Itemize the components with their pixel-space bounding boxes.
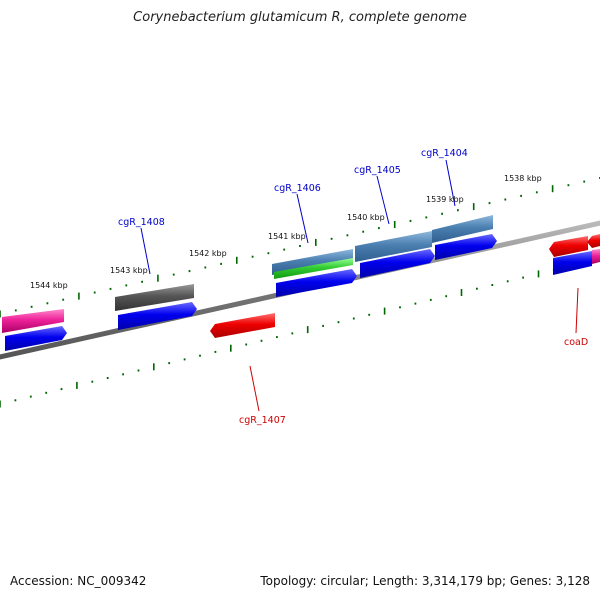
accession-text: Accession: NC_009342 (10, 574, 147, 588)
gene-label-cgR_1404[interactable]: cgR_1404 (421, 148, 468, 159)
cds-green-cgR_1406[interactable] (274, 258, 353, 279)
cds-steel-cgR_1406[interactable] (272, 249, 353, 275)
cds-red-cgR_1407[interactable] (210, 313, 275, 338)
cds-blue-5[interactable] (435, 234, 497, 260)
cds-red-coaD[interactable] (549, 236, 588, 257)
cds-blue-2[interactable] (118, 302, 197, 330)
gene-label-cgR_1407[interactable]: cgR_1407 (239, 415, 286, 426)
leader-coaD (575, 287, 579, 334)
leader-cgR_1408 (140, 227, 151, 275)
leader-cgR_1404 (445, 159, 456, 207)
gene-label-cgR_1405[interactable]: cgR_1405 (354, 165, 401, 176)
gene-label-cgR_1408[interactable]: cgR_1408 (118, 217, 165, 228)
gene-label-coaD[interactable]: coaD (564, 337, 588, 348)
cds-pink-right[interactable] (592, 249, 600, 264)
leader-cgR_1406 (296, 193, 309, 244)
map-title: Corynebacterium glutamicum R, complete g… (133, 10, 467, 25)
kbp-label-1541: 1541 kbp (268, 232, 306, 241)
kbp-label-1539: 1539 kbp (426, 195, 464, 204)
topology-text: Topology: circular; Length: 3,314,179 bp… (260, 574, 590, 588)
kbp-label-1543: 1543 kbp (110, 266, 148, 275)
kbp-label-1542: 1542 kbp (189, 249, 227, 258)
kbp-label-1538: 1538 kbp (504, 174, 542, 183)
cds-steel-cgR_1404[interactable] (432, 215, 493, 243)
gene-label-cgR_1406[interactable]: cgR_1406 (274, 183, 321, 194)
kbp-label-1544: 1544 kbp (30, 281, 68, 290)
cds-red-right[interactable] (587, 234, 600, 248)
cds-gray-cgR_1408[interactable] (115, 284, 194, 311)
cds-steel-cgR_1405[interactable] (355, 231, 432, 262)
cds-pink-left[interactable] (2, 309, 64, 333)
gene-features (2, 215, 600, 351)
cds-blue-3[interactable] (276, 269, 357, 297)
kbp-label-1540: 1540 kbp (347, 213, 385, 222)
cds-blue-1[interactable] (5, 326, 67, 351)
cds-blue-4[interactable] (360, 249, 435, 278)
cds-blue-6[interactable] (553, 251, 592, 275)
leader-cgR_1407 (249, 365, 260, 412)
tick-track-upper (0, 177, 600, 318)
leader-cgR_1405 (376, 175, 390, 225)
